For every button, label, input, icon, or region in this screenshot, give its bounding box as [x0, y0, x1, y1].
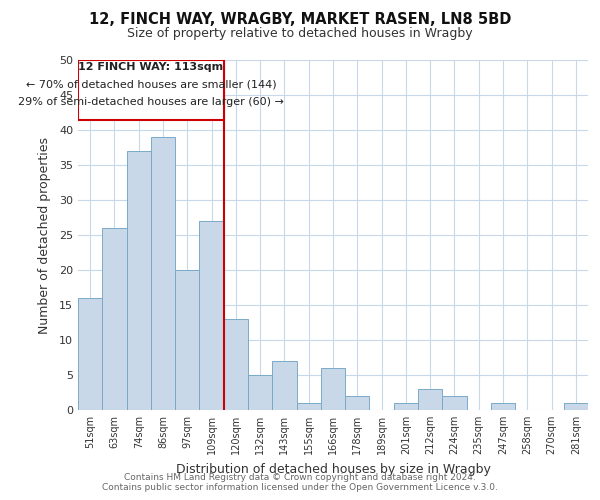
Bar [491, 403, 515, 410]
Bar [272, 361, 296, 410]
Text: 29% of semi-detached houses are larger (60) →: 29% of semi-detached houses are larger (… [18, 97, 284, 107]
Bar [564, 403, 588, 410]
Text: Contains public sector information licensed under the Open Government Licence v.: Contains public sector information licen… [102, 484, 498, 492]
Text: Size of property relative to detached houses in Wragby: Size of property relative to detached ho… [127, 28, 473, 40]
Bar [321, 368, 345, 410]
Bar [78, 298, 102, 410]
Bar [248, 375, 272, 410]
Bar [394, 403, 418, 410]
X-axis label: Distribution of detached houses by size in Wragby: Distribution of detached houses by size … [176, 462, 490, 475]
Bar [102, 228, 127, 410]
Bar [175, 270, 199, 410]
Bar [224, 319, 248, 410]
Bar [442, 396, 467, 410]
Text: Contains HM Land Registry data © Crown copyright and database right 2024.: Contains HM Land Registry data © Crown c… [124, 474, 476, 482]
FancyBboxPatch shape [78, 60, 224, 120]
Bar [418, 389, 442, 410]
Bar [296, 403, 321, 410]
Text: ← 70% of detached houses are smaller (144): ← 70% of detached houses are smaller (14… [26, 80, 276, 90]
Y-axis label: Number of detached properties: Number of detached properties [38, 136, 50, 334]
Bar [151, 137, 175, 410]
Text: 12 FINCH WAY: 113sqm: 12 FINCH WAY: 113sqm [78, 62, 223, 72]
Text: 12, FINCH WAY, WRAGBY, MARKET RASEN, LN8 5BD: 12, FINCH WAY, WRAGBY, MARKET RASEN, LN8… [89, 12, 511, 28]
Bar [127, 151, 151, 410]
Bar [199, 221, 224, 410]
Bar [345, 396, 370, 410]
